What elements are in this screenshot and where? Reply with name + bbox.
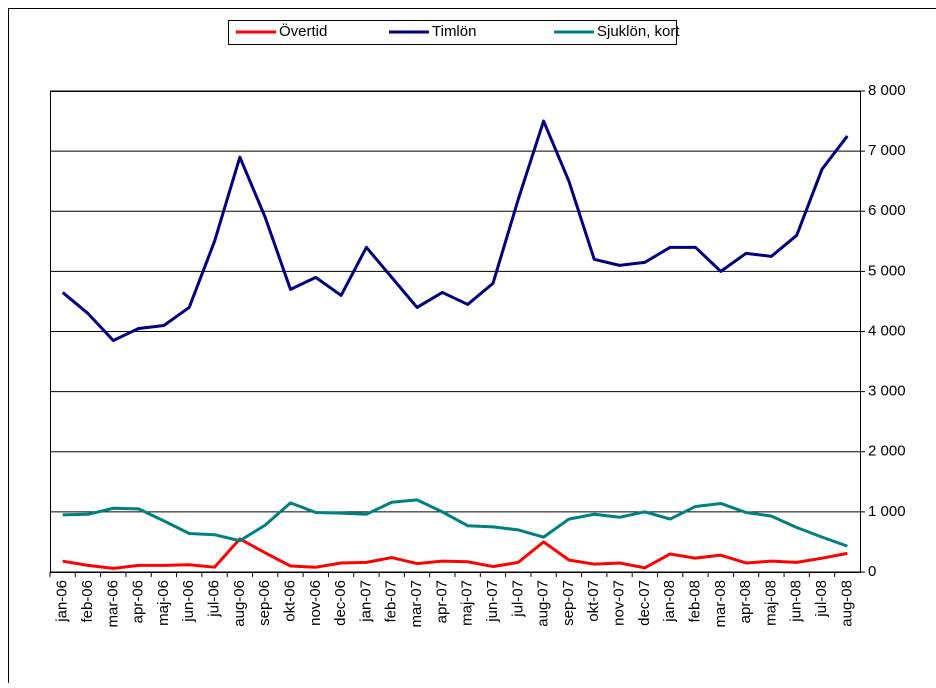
y-tick-label: 7 000 bbox=[868, 142, 906, 159]
x-tick-label: maj-07 bbox=[459, 580, 476, 626]
y-tick-label: 1 000 bbox=[868, 503, 906, 520]
x-tick-label: maj-06 bbox=[155, 580, 172, 626]
x-tick-label: feb-07 bbox=[383, 580, 400, 623]
x-tick-label: jan-06 bbox=[54, 580, 71, 623]
y-tick-label: 6 000 bbox=[868, 202, 906, 219]
x-tick-label: aug-07 bbox=[535, 580, 552, 627]
x-tick-label: jul-06 bbox=[206, 580, 223, 618]
x-tick-label: mar-07 bbox=[408, 580, 425, 628]
x-tick-label: aug-06 bbox=[231, 580, 248, 627]
y-tick-label: 5 000 bbox=[868, 262, 906, 279]
y-tick-label: 2 000 bbox=[868, 443, 906, 460]
x-tick-label: nov-07 bbox=[611, 580, 628, 626]
x-tick-label: feb-06 bbox=[79, 580, 96, 623]
x-tick-label: feb-08 bbox=[686, 580, 703, 623]
x-tick-label: apr-07 bbox=[433, 580, 450, 623]
x-tick-label: sep-06 bbox=[256, 580, 273, 626]
x-tick-label: nov-06 bbox=[307, 580, 324, 626]
legend-label: Övertid bbox=[279, 22, 327, 40]
legend-label: Sjuklön, kort bbox=[597, 23, 680, 40]
x-tick-label: sep-07 bbox=[560, 580, 577, 626]
y-tick-label: 0 bbox=[868, 563, 876, 580]
x-tick-label: jul-08 bbox=[813, 580, 830, 618]
y-tick-label: 4 000 bbox=[868, 322, 906, 339]
x-tick-label: jun-07 bbox=[484, 580, 501, 623]
x-tick-label: maj-08 bbox=[762, 580, 779, 626]
x-tick-label: jun-06 bbox=[180, 580, 197, 623]
x-tick-label: aug-08 bbox=[838, 580, 855, 627]
x-tick-label: dec-06 bbox=[332, 580, 349, 626]
x-tick-label: jan-07 bbox=[357, 580, 374, 623]
x-tick-label: mar-06 bbox=[104, 580, 121, 628]
y-tick-label: 3 000 bbox=[868, 383, 906, 400]
x-tick-label: okt-07 bbox=[585, 580, 602, 622]
x-tick-label: apr-08 bbox=[737, 580, 754, 623]
x-tick-label: mar-08 bbox=[712, 580, 729, 628]
x-tick-label: apr-06 bbox=[130, 580, 147, 623]
x-tick-label: jun-08 bbox=[788, 580, 805, 623]
legend-label: Timlön bbox=[432, 23, 476, 40]
x-tick-label: jul-07 bbox=[509, 580, 526, 618]
x-tick-label: dec-07 bbox=[636, 580, 653, 626]
x-tick-label: okt-06 bbox=[281, 580, 298, 622]
y-tick-label: 8 000 bbox=[868, 82, 906, 99]
x-tick-label: jan-08 bbox=[661, 580, 678, 623]
